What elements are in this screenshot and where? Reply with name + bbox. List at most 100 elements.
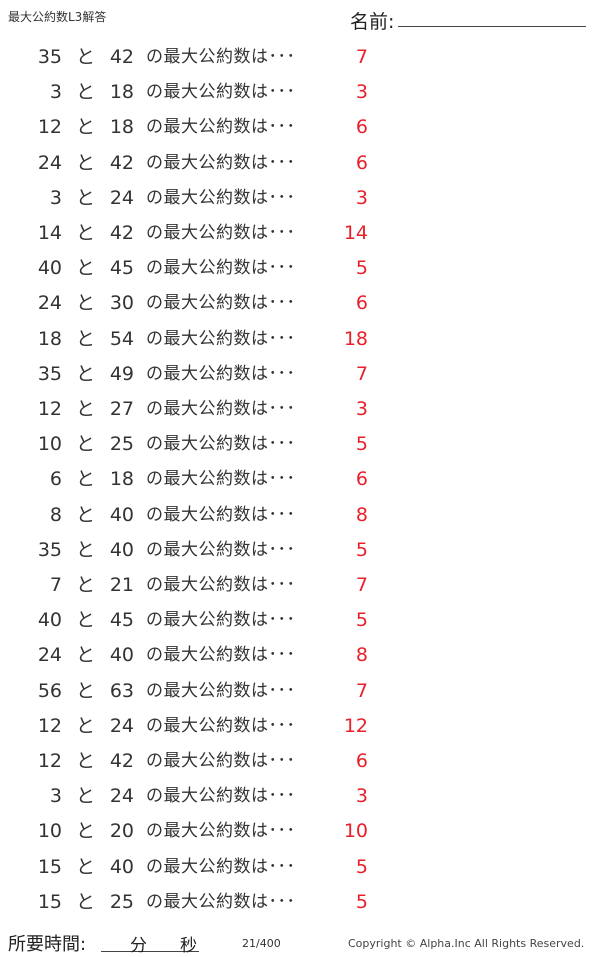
number-a: 15 (37, 890, 62, 913)
problem-row: 8 と 40 の最大公約数は･･･ 8 (0, 500, 600, 530)
answer: 6 (355, 292, 368, 315)
number-b: 40 (109, 855, 134, 878)
number-a: 12 (37, 714, 62, 737)
question-text: の最大公約数は･･･ (146, 293, 296, 314)
connector: と (76, 327, 96, 350)
question-text: の最大公約数は･･･ (146, 152, 296, 173)
number-a: 24 (37, 292, 62, 315)
number-a: 6 (49, 468, 62, 491)
number-b: 49 (109, 362, 134, 385)
number-b: 54 (109, 327, 134, 350)
answer: 5 (355, 257, 368, 280)
question-text: の最大公約数は･･･ (146, 680, 296, 701)
page-number: 21/400 (242, 937, 281, 950)
number-b: 25 (109, 433, 134, 456)
question-text: の最大公約数は･･･ (146, 187, 296, 208)
problem-row: 6 と 18 の最大公約数は･･･ 6 (0, 464, 600, 494)
number-a: 10 (37, 433, 62, 456)
question-text: の最大公約数は･･･ (146, 399, 296, 419)
number-b: 21 (109, 574, 134, 596)
number-b: 25 (109, 890, 134, 913)
question-text: の最大公約数は･･･ (146, 786, 296, 807)
number-a: 12 (37, 116, 62, 139)
answer: 8 (355, 644, 368, 667)
problem-row: 12 と 18 の最大公約数は･･･ 6 (0, 112, 600, 142)
number-a: 3 (49, 81, 62, 104)
answer: 6 (355, 116, 368, 139)
problem-row: 3 と 24 の最大公約数は･･･ 3 (0, 781, 600, 811)
minutes-label: 分 (130, 936, 147, 956)
number-b: 40 (109, 644, 134, 667)
problem-row: 40 と 45 の最大公約数は･･･ 5 (0, 605, 600, 635)
problem-row: 12 と 42 の最大公約数は･･･ 6 (0, 746, 600, 776)
number-a: 40 (37, 609, 62, 632)
number-b: 27 (109, 398, 134, 420)
problem-row: 15 と 25 の最大公約数は･･･ 5 (0, 887, 600, 917)
number-a: 56 (37, 679, 62, 702)
number-a: 24 (37, 151, 62, 174)
copyright: Copyright © Alpha.Inc All Rights Reserve… (348, 937, 585, 950)
problem-row: 12 と 24 の最大公約数は･･･ 12 (0, 711, 600, 741)
answer: 10 (343, 820, 368, 843)
problem-row: 18 と 54 の最大公約数は･･･ 18 (0, 324, 600, 354)
number-a: 7 (49, 574, 62, 596)
question-text: の最大公約数は･･･ (146, 891, 296, 912)
connector: と (76, 433, 96, 456)
answer: 5 (355, 890, 368, 913)
connector: と (76, 186, 96, 209)
number-b: 20 (109, 820, 134, 843)
connector: と (76, 46, 96, 68)
number-a: 3 (49, 186, 62, 209)
number-b: 24 (109, 785, 134, 808)
problem-row: 15 と 40 の最大公約数は･･･ 5 (0, 852, 600, 882)
number-b: 18 (109, 116, 134, 139)
answer: 3 (355, 398, 368, 420)
number-a: 18 (37, 327, 62, 350)
name-label: 名前: (350, 11, 395, 33)
connector: と (76, 116, 96, 139)
answer: 18 (343, 327, 368, 350)
number-a: 35 (37, 538, 62, 561)
question-text: の最大公約数は･･･ (146, 539, 296, 560)
answer: 7 (355, 46, 368, 68)
problem-row: 3 と 18 の最大公約数は･･･ 3 (0, 77, 600, 107)
number-b: 42 (109, 750, 134, 772)
number-b: 18 (109, 468, 134, 491)
answer: 5 (355, 609, 368, 632)
question-text: の最大公約数は･･･ (146, 258, 296, 279)
number-a: 35 (37, 46, 62, 68)
question-text: の最大公約数は･･･ (146, 575, 296, 595)
problem-row: 7 と 21 の最大公約数は･･･ 7 (0, 570, 600, 600)
worksheet-title: 最大公約数L3解答 (8, 10, 107, 24)
problem-row: 35 と 40 の最大公約数は･･･ 5 (0, 535, 600, 565)
time-label: 所要時間: (8, 934, 87, 955)
number-b: 45 (109, 257, 134, 280)
connector: と (76, 820, 96, 843)
connector: と (76, 785, 96, 808)
question-text: の最大公約数は･･･ (146, 223, 296, 243)
number-b: 24 (109, 714, 134, 737)
number-b: 45 (109, 609, 134, 632)
time-field-line (101, 951, 199, 952)
connector: と (76, 503, 96, 526)
connector: と (76, 398, 96, 420)
number-a: 3 (49, 785, 62, 808)
problem-row: 12 と 27 の最大公約数は･･･ 3 (0, 394, 600, 424)
answer: 6 (355, 151, 368, 174)
connector: と (76, 750, 96, 772)
number-b: 30 (109, 292, 134, 315)
number-b: 42 (109, 46, 134, 68)
question-text: の最大公約数は･･･ (146, 645, 296, 666)
question-text: の最大公約数は･･･ (146, 751, 296, 771)
connector: と (76, 890, 96, 913)
problem-row: 56 と 63 の最大公約数は･･･ 7 (0, 676, 600, 706)
answer: 8 (355, 503, 368, 526)
number-b: 40 (109, 503, 134, 526)
connector: と (76, 222, 96, 244)
number-a: 14 (37, 222, 62, 244)
number-a: 10 (37, 820, 62, 843)
answer: 6 (355, 750, 368, 772)
connector: と (76, 644, 96, 667)
number-b: 24 (109, 186, 134, 209)
question-text: の最大公約数は･･･ (146, 610, 296, 631)
